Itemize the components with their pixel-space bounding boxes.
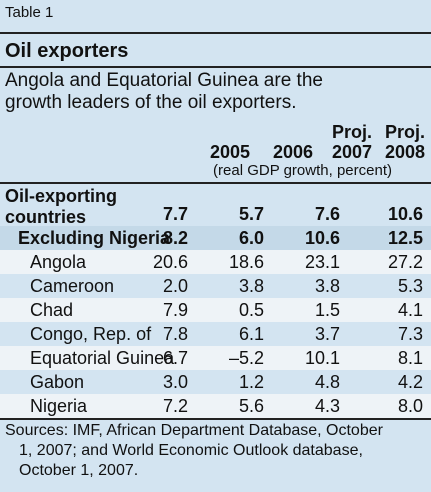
table-row-group: 7.7 5.7 7.6 10.6 <box>162 204 423 224</box>
column-header-2008: Proj. 2008 <box>384 122 425 162</box>
bottom-rule <box>0 418 431 420</box>
column-header-2005: 2005 <box>209 142 250 162</box>
unit-label: (real GDP growth, percent) <box>213 162 392 179</box>
table-row: Angola 20.6 18.6 23.1 27.2 <box>0 250 431 274</box>
top-rule <box>0 32 431 34</box>
table-row: Chad 7.9 0.5 1.5 4.1 <box>0 298 431 322</box>
table-row: Nigeria 7.2 5.6 4.3 8.0 <box>0 394 431 418</box>
sources-note: Sources: IMF, African Department Databas… <box>5 422 383 479</box>
group-label: Oil-exporting countries <box>5 186 117 227</box>
table-number: Table 1 <box>5 4 54 21</box>
table-title: Oil exporters <box>5 40 129 62</box>
title-rule <box>0 66 431 68</box>
table-row: Gabon 3.0 1.2 4.8 4.2 <box>30 372 423 392</box>
table-subtitle: Angola and Equatorial Guinea are the gro… <box>5 70 323 113</box>
table-row: Congo, Rep. of 7.8 6.1 3.7 7.3 <box>30 324 423 344</box>
table-row: Equatorial Guinea 6.7 –5.2 10.1 8.1 <box>0 346 431 370</box>
column-header-2007: Proj. 2007 <box>331 122 372 162</box>
table-row: Excluding Nigeria 8.2 6.0 10.6 12.5 <box>0 226 431 250</box>
column-header-2006: 2006 <box>272 142 313 162</box>
table-row: Cameroon 2.0 3.8 3.8 5.3 <box>30 276 423 296</box>
header-rule <box>0 182 431 184</box>
